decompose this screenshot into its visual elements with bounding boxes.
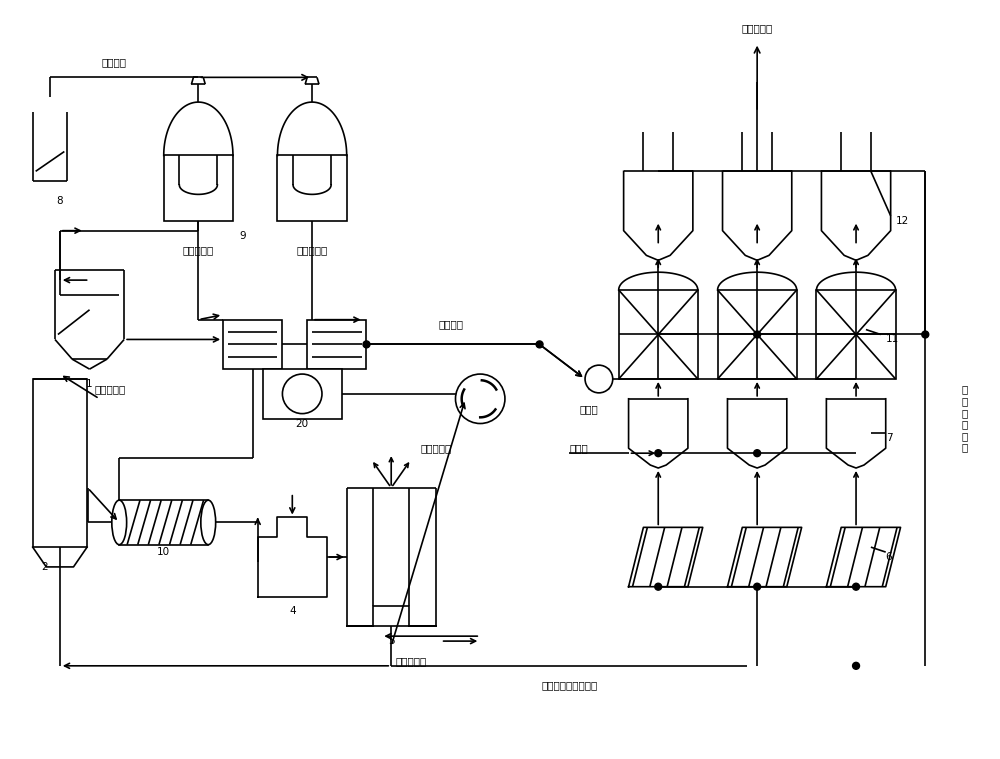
Text: 12: 12 — [896, 216, 909, 225]
Bar — [816, 290, 896, 379]
Circle shape — [655, 450, 662, 457]
Text: 6: 6 — [886, 552, 892, 562]
Circle shape — [754, 331, 761, 338]
Bar — [223, 320, 282, 369]
Bar — [307, 320, 366, 369]
Circle shape — [585, 365, 613, 393]
Circle shape — [754, 583, 761, 591]
Text: 污泥发酵前: 污泥发酵前 — [296, 245, 328, 256]
Text: 5: 5 — [388, 636, 395, 646]
Text: 9: 9 — [240, 231, 246, 241]
Text: 1: 1 — [86, 379, 93, 389]
Text: 处理后污水: 处理后污水 — [742, 23, 773, 33]
Text: 污水处理厂原始废水: 污水处理厂原始废水 — [541, 681, 597, 691]
Text: 4: 4 — [289, 606, 296, 616]
Text: 脱气用空气: 脱气用空气 — [421, 443, 452, 453]
Bar — [263, 369, 342, 418]
Bar — [718, 290, 797, 379]
Text: 2: 2 — [42, 562, 48, 572]
Text: 20: 20 — [296, 418, 309, 429]
Text: 过剩污泥: 过剩污泥 — [438, 320, 463, 329]
Text: 污泥发酵后: 污泥发酵后 — [183, 245, 214, 256]
Circle shape — [363, 341, 370, 348]
Text: 10: 10 — [157, 547, 170, 557]
Text: 7: 7 — [886, 433, 892, 443]
Circle shape — [853, 583, 860, 591]
Circle shape — [754, 450, 761, 457]
Text: 高密度污泥: 高密度污泥 — [95, 384, 126, 394]
Text: 8: 8 — [57, 196, 63, 206]
Bar — [164, 156, 233, 221]
Ellipse shape — [112, 500, 127, 545]
Bar — [277, 156, 347, 221]
Bar — [619, 290, 698, 379]
Bar — [119, 500, 208, 545]
Text: 3: 3 — [289, 379, 296, 389]
Ellipse shape — [201, 500, 216, 545]
Bar — [33, 379, 87, 547]
Circle shape — [455, 374, 505, 424]
Text: 主污泥: 主污泥 — [569, 443, 588, 453]
Text: 生物气体: 生物气体 — [102, 58, 127, 68]
Circle shape — [655, 583, 662, 591]
Circle shape — [536, 341, 543, 348]
Text: 脱气用空气: 脱气用空气 — [395, 656, 427, 666]
Text: 11: 11 — [886, 335, 899, 345]
Text: 减压阀: 减压阀 — [580, 404, 598, 414]
Circle shape — [853, 663, 860, 669]
Circle shape — [282, 374, 322, 414]
Text: 循
环
处
理
污
泥: 循 环 处 理 污 泥 — [962, 385, 968, 452]
Circle shape — [922, 331, 929, 338]
